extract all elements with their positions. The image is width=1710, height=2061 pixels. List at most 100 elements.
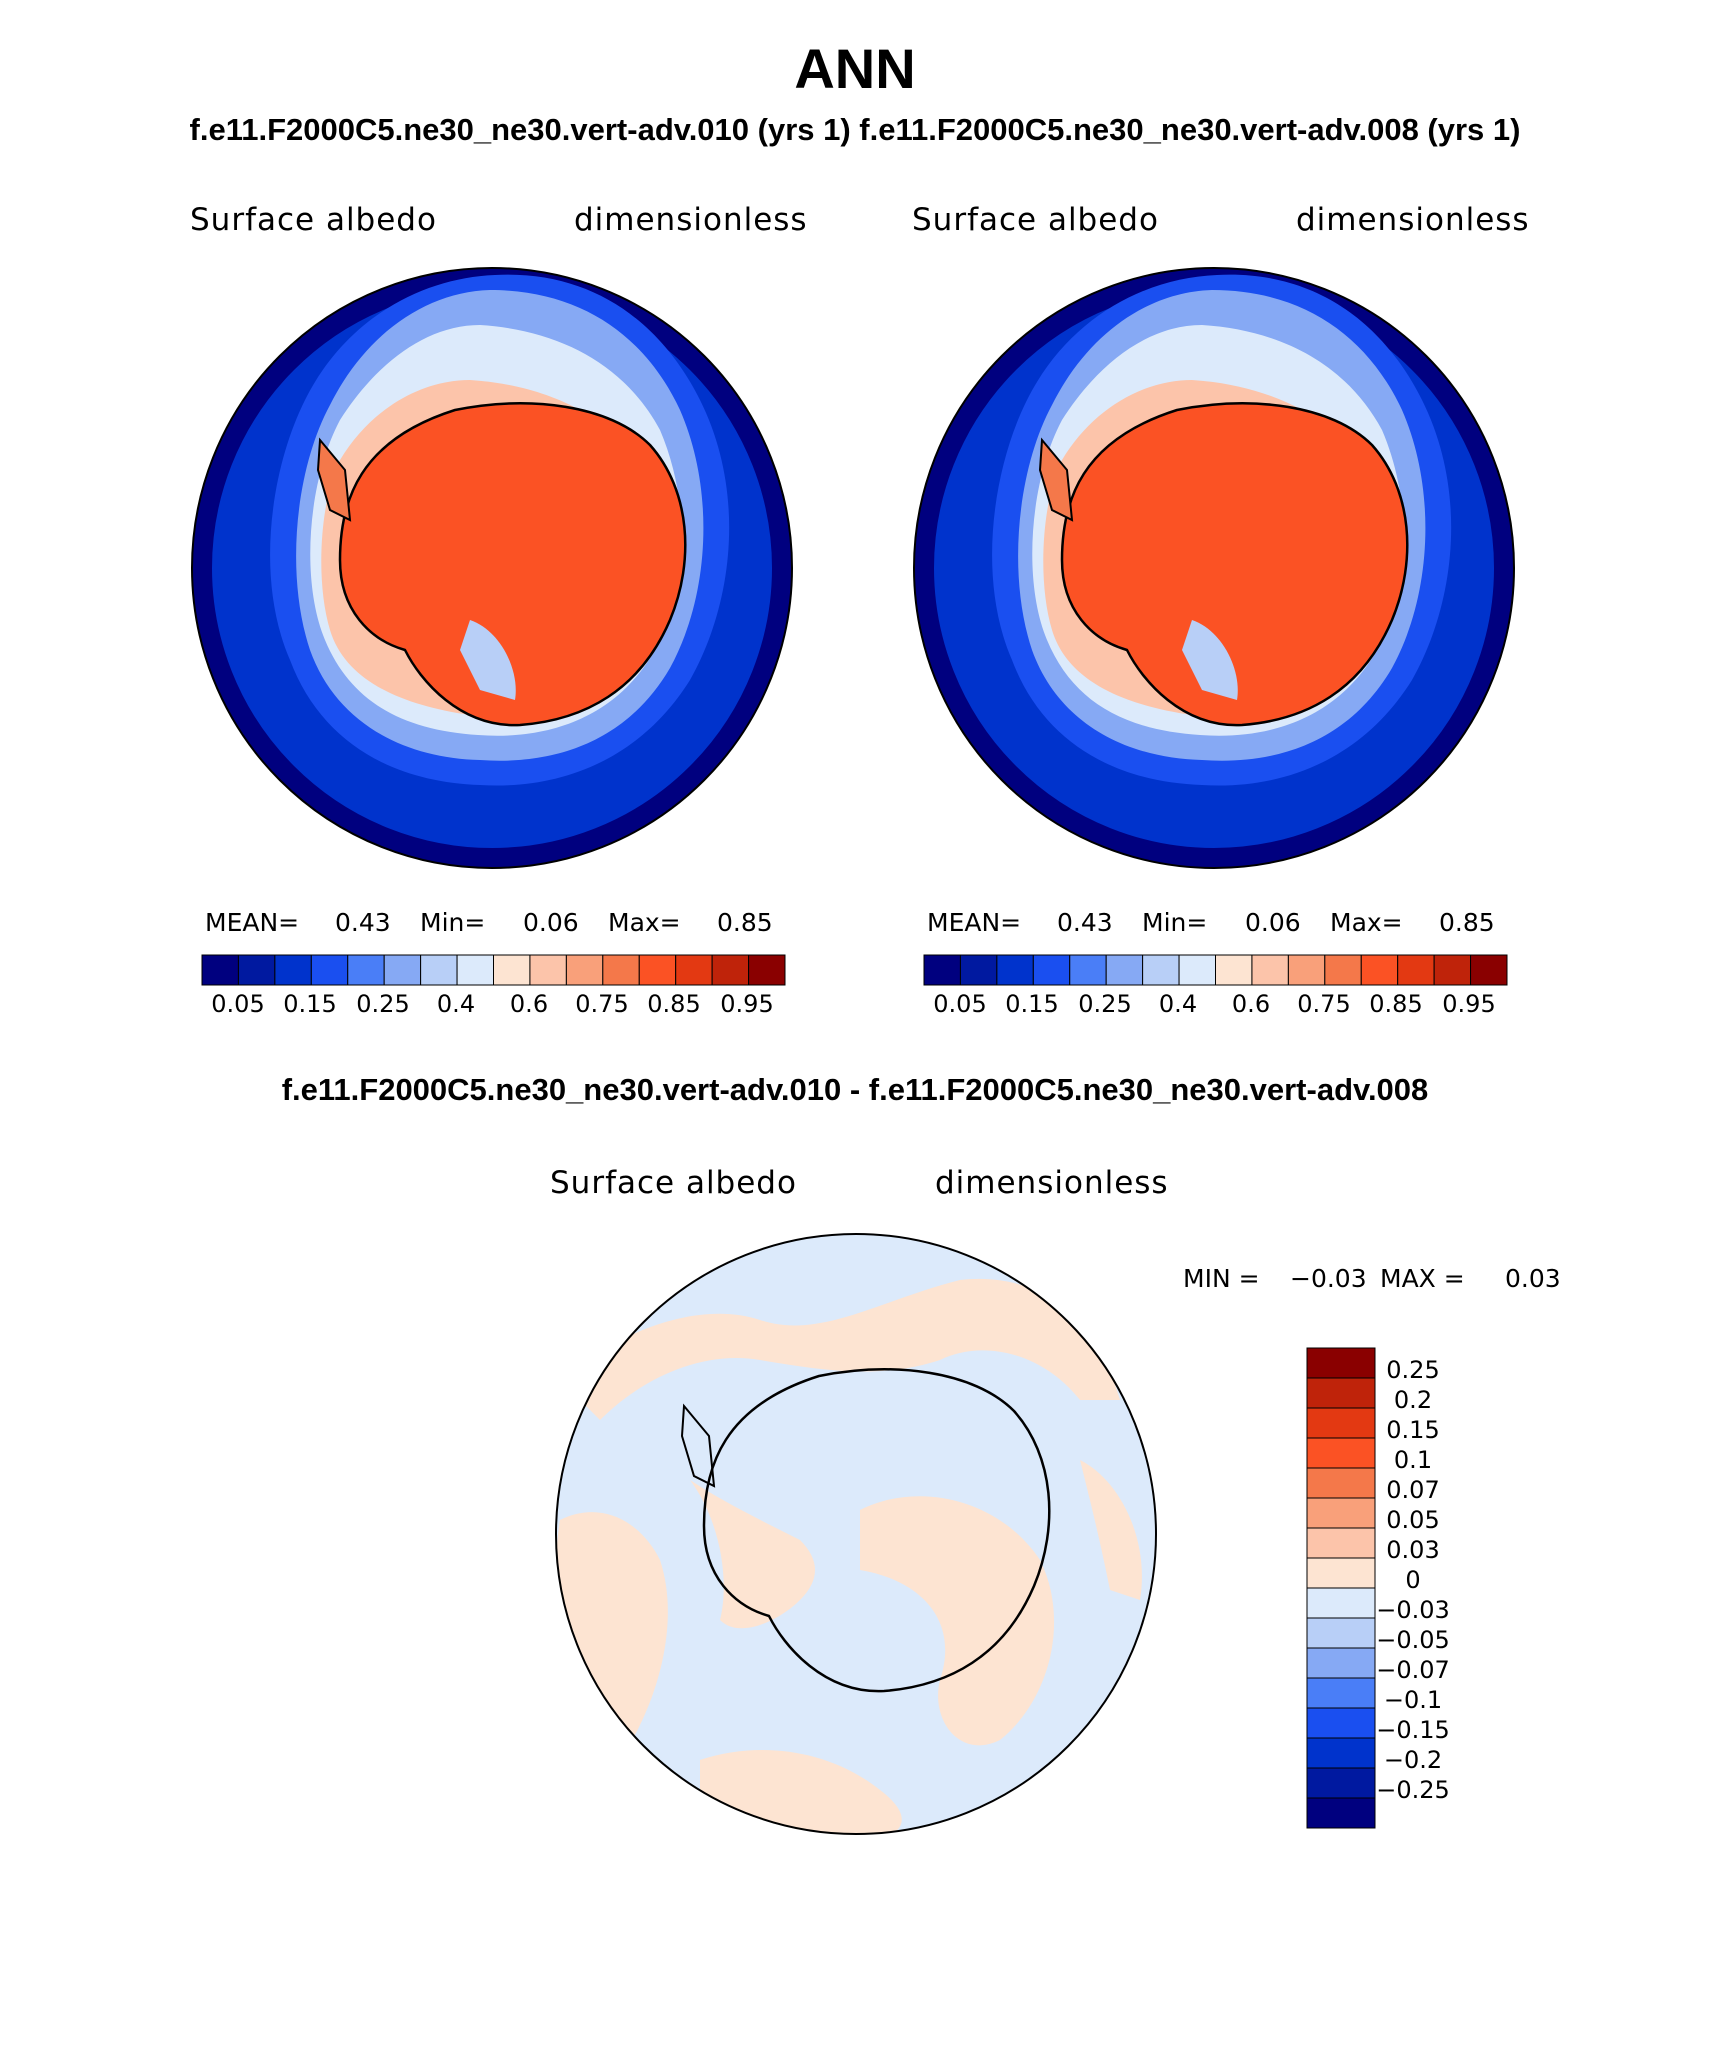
colorbar-1 [201,954,786,986]
panel2-mean-label: MEAN= [927,908,1022,937]
map-panel-2 [914,268,1514,868]
diff-min-value: −0.03 [1290,1264,1367,1293]
difference-map-border [555,1233,1157,1835]
colorbar-swatch [347,954,385,986]
colorbar-swatch [638,954,677,986]
panel1-units-label: dimensionless [574,202,808,238]
colorbar-swatch [1324,954,1362,986]
panel1-min-value: 0.06 [523,908,579,937]
colorbar-swatch [201,954,239,986]
difference-title: f.e11.F2000C5.ne30_ne30.vert-adv.010 - f… [281,1072,1429,1107]
panel2-min-label: Min= [1142,908,1208,937]
diff-colorbar-tick: 0.07 [1386,1476,1440,1504]
difference-colorbar [1306,1347,1376,1829]
colorbar-swatch [1470,954,1508,986]
diff-colorbar-tick: 0.25 [1386,1356,1440,1384]
diff-colorbar-tick: 0.1 [1393,1446,1433,1474]
positive-difference-patch [860,1496,1055,1746]
colorbar-swatch [310,954,349,986]
panel2-max-label: Max= [1330,908,1403,937]
colorbar-swatch [1287,954,1326,986]
colorbar2-tick: 0.05 [933,990,987,1018]
diff-variable-label: Surface albedo [550,1165,797,1201]
colorbar-swatch [1306,1497,1376,1529]
colorbar-swatch [675,954,713,986]
colorbar2-tick: 0.25 [1078,990,1132,1018]
diff-colorbar-tick: 0.05 [1386,1506,1440,1534]
colorbar-swatch [1215,954,1253,986]
colorbar-swatch [1433,954,1472,986]
colorbar-2 [923,954,1508,986]
colorbar2-tick: 0.75 [1297,990,1351,1018]
colorbar-swatch [1306,1467,1376,1499]
diff-units-label: dimensionless [935,1165,1169,1201]
colorbar-swatch [1306,1707,1376,1739]
panel2-mean-value: 0.43 [1057,908,1113,937]
colorbar-swatch [237,954,276,986]
panel2-variable-label: Surface albedo [912,202,1159,238]
panel2-min-value: 0.06 [1245,908,1301,937]
colorbar1-tick: 0.6 [509,990,549,1018]
colorbar-swatch [1360,954,1399,986]
diff-max-label: MAX = [1380,1264,1465,1293]
colorbar-swatch [1306,1767,1376,1799]
antarctic-ice-sheet [338,402,687,727]
colorbar2-tick: 0.15 [1005,990,1059,1018]
colorbar-swatch [1178,954,1216,986]
antarctica-coastline [702,1368,1051,1693]
colorbar1-tick: 0.05 [211,990,265,1018]
panel1-variable-label: Surface albedo [190,202,437,238]
diff-colorbar-tick: 0.2 [1393,1386,1433,1414]
colorbar2-tick: 0.85 [1369,990,1423,1018]
colorbar-swatch [1306,1557,1376,1589]
colorbar-swatch [711,954,750,986]
antarctic-peninsula [316,437,352,522]
antarctic-ice-sheet [1060,402,1409,727]
colorbar-swatch [1306,1587,1376,1619]
diff-colorbar-tick: −0.15 [1376,1716,1450,1744]
colorbar1-tick: 0.25 [356,990,410,1018]
positive-difference-patch [1080,1460,1142,1600]
diff-colorbar-tick: −0.2 [1383,1746,1443,1774]
diff-colorbar-tick: 0.15 [1386,1416,1440,1444]
colorbar-swatch [1306,1407,1376,1439]
diff-colorbar-tick: −0.07 [1376,1656,1450,1684]
colorbar-swatch [1306,1797,1376,1829]
diff-colorbar-tick: 0.03 [1386,1536,1440,1564]
panel1-min-label: Min= [420,908,486,937]
colorbar-swatch [959,954,998,986]
positive-difference-patch [690,1480,815,1629]
colorbar-swatch [1306,1647,1376,1679]
colorbar2-tick: 0.95 [1442,990,1496,1018]
colorbar-swatch [493,954,531,986]
colorbar-swatch [565,954,604,986]
colorbar1-tick: 0.85 [647,990,701,1018]
panel2-units-label: dimensionless [1296,202,1530,238]
positive-difference-patch [560,1278,1120,1420]
colorbar2-tick: 0.4 [1158,990,1198,1018]
colorbar2-tick: 0.6 [1231,990,1271,1018]
colorbar-swatch [1306,1677,1376,1709]
peninsula-coastline [680,1403,716,1488]
page-title: ANN [794,37,916,100]
colorbar-swatch [1105,954,1144,986]
colorbar-swatch [274,954,312,986]
colorbar1-tick: 0.15 [283,990,337,1018]
ross-sea-embayment [1182,620,1238,700]
diff-min-label: MIN = [1183,1264,1260,1293]
colorbar-swatch [996,954,1034,986]
colorbar-swatch [923,954,961,986]
colorbar-swatch [1032,954,1071,986]
colorbar-swatch [1306,1527,1376,1559]
colorbar-swatch [1306,1617,1376,1649]
colorbar-swatch [529,954,567,986]
colorbar1-tick: 0.75 [575,990,629,1018]
antarctic-peninsula [1038,437,1074,522]
colorbar-swatch [1397,954,1435,986]
colorbar-swatch [456,954,494,986]
panel1-mean-value: 0.43 [335,908,391,937]
diff-colorbar-tick: −0.05 [1376,1626,1450,1654]
map-panel-1 [192,268,792,868]
diff-max-value: 0.03 [1505,1264,1561,1293]
